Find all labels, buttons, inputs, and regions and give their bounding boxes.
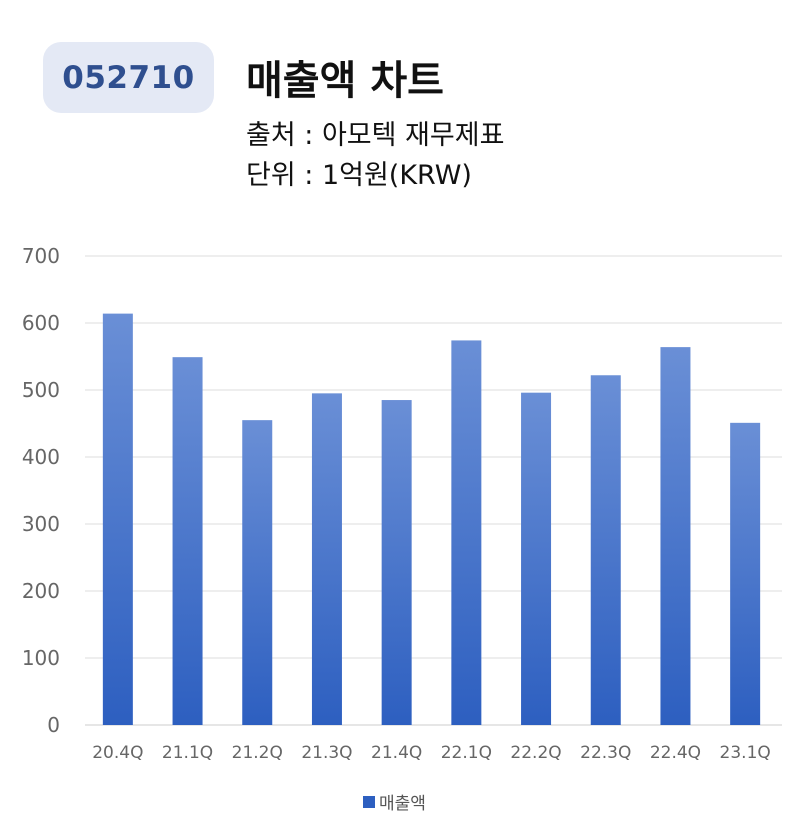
y-tick-label: 100 (22, 646, 60, 670)
bar-23.1Q (730, 422, 761, 725)
y-tick-label: 400 (22, 445, 60, 469)
ticker-code: 052710 (62, 59, 195, 96)
y-axis-ticks: 0 100 200 300 400 500 600 700 (22, 244, 60, 737)
y-tick-label: 0 (47, 713, 60, 737)
bar-20.4Q (102, 313, 133, 725)
x-tick-label: 21.3Q (301, 743, 352, 763)
x-tick-label: 22.4Q (650, 743, 701, 763)
legend-label: 매출액 (379, 794, 426, 814)
x-tick-label: 20.4Q (92, 743, 143, 763)
x-tick-label: 21.2Q (232, 743, 283, 763)
chart-title: 매출액 차트 (246, 58, 444, 104)
x-tick-label: 22.1Q (441, 743, 492, 763)
bar-21.4Q (381, 400, 412, 725)
y-tick-label: 600 (22, 311, 60, 335)
y-tick-label: 500 (22, 378, 60, 402)
x-tick-label: 22.3Q (580, 743, 631, 763)
bar-22.3Q (590, 375, 621, 725)
ticker-badge: 052710 (43, 42, 214, 113)
legend-swatch (363, 795, 375, 808)
x-tick-label: 22.2Q (510, 743, 561, 763)
bar-22.2Q (521, 392, 552, 725)
unit-label: 단위 : 1억원(KRW) (246, 160, 472, 191)
x-tick-label: 21.4Q (371, 743, 422, 763)
bar-21.1Q (172, 357, 203, 725)
y-tick-label: 700 (22, 244, 60, 268)
x-axis-ticks: 20.4Q 21.1Q 21.2Q 21.3Q 21.4Q 22.1Q 22.2Q 22.3Q… (92, 743, 771, 763)
bar-22.1Q (451, 340, 482, 725)
source-label: 출처 : 아모텍 재무제표 (246, 120, 505, 151)
bars (102, 313, 761, 725)
bar-21.3Q (311, 393, 342, 725)
legend: 매출액 (363, 789, 426, 814)
bar-22.4Q (660, 347, 691, 725)
x-tick-label: 23.1Q (720, 743, 771, 763)
y-tick-label: 300 (22, 512, 60, 536)
x-tick-label: 21.1Q (162, 743, 213, 763)
y-tick-label: 200 (22, 579, 60, 603)
bar-21.2Q (242, 420, 273, 725)
